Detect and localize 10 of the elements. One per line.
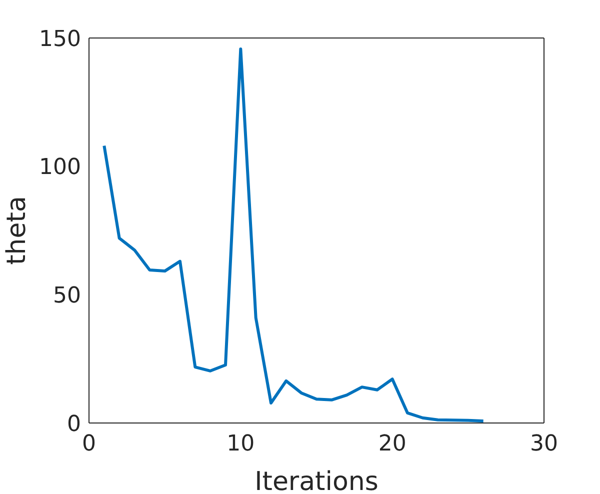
y-tick-label: 0	[67, 412, 81, 437]
x-tick-label: 30	[530, 432, 558, 457]
x-tick-label: 20	[378, 432, 406, 457]
y-tick-label: 100	[39, 155, 81, 180]
x-axis-title: Iterations	[254, 467, 378, 494]
x-tick-label: 10	[226, 432, 255, 457]
y-tick-label: 150	[39, 26, 81, 52]
y-axis-title: theta	[2, 196, 32, 265]
line-series	[102, 48, 485, 422]
y-tick-label: 50	[53, 283, 81, 308]
